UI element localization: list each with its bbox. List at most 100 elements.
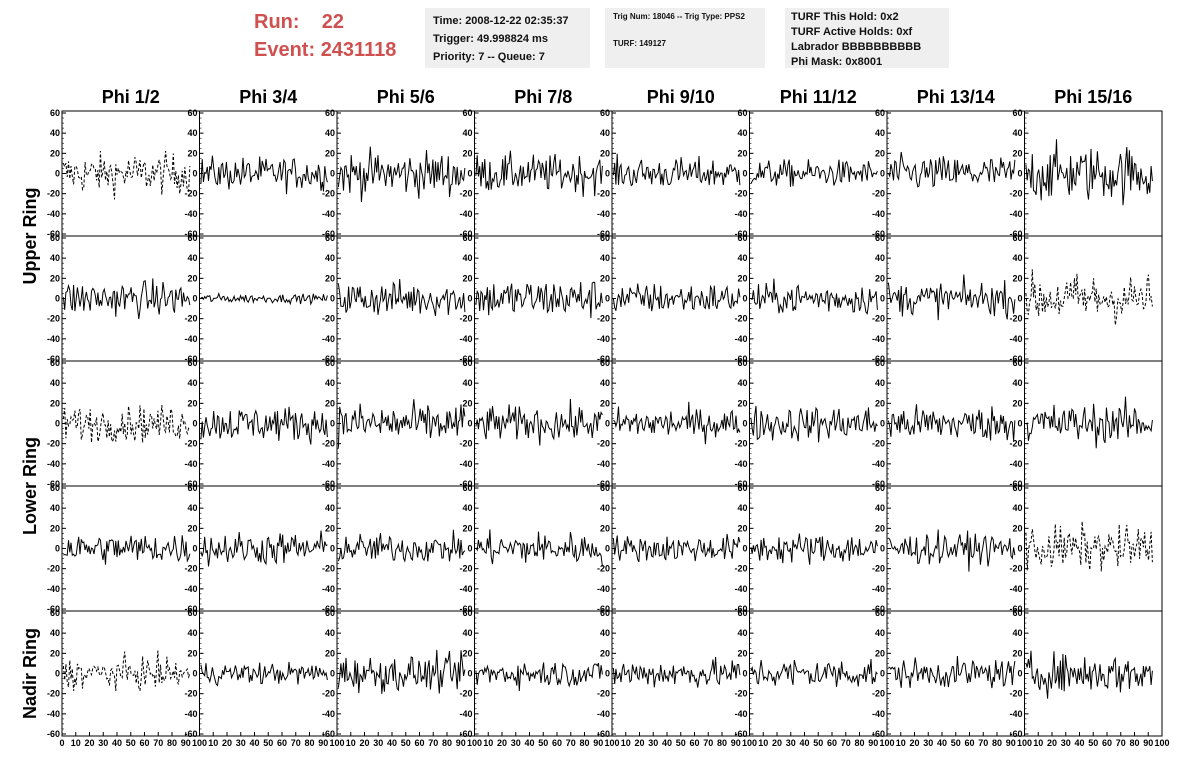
y-tick-label: 20	[187, 273, 197, 283]
y-tick-label: 60	[325, 233, 335, 243]
y-tick-label: -60	[459, 354, 472, 364]
y-tick-label: 40	[50, 253, 60, 263]
y-tick-label: 0	[1017, 669, 1022, 679]
x-tick-label: 80	[1129, 738, 1139, 748]
column-title: Phi 9/10	[647, 87, 715, 107]
y-tick-label: 60	[600, 233, 610, 243]
y-tick-label: -20	[734, 189, 747, 199]
y-tick-label: 60	[187, 233, 197, 243]
y-tick-label: 40	[50, 628, 60, 638]
y-tick-label: -60	[322, 479, 335, 489]
y-tick-label: 20	[875, 148, 885, 158]
y-tick-label: -20	[322, 564, 335, 574]
y-tick-label: 40	[462, 253, 472, 263]
y-tick-label: -20	[322, 189, 335, 199]
x-tick-label: 60	[1102, 738, 1112, 748]
y-tick-label: 0	[880, 419, 885, 429]
y-tick-label: 20	[737, 398, 747, 408]
y-tick-label: -20	[184, 689, 197, 699]
y-tick-label: 40	[737, 378, 747, 388]
y-tick-label: 20	[875, 398, 885, 408]
y-tick-label: 20	[462, 523, 472, 533]
y-tick-label: -60	[597, 729, 610, 739]
x-tick-label: 20	[497, 738, 507, 748]
y-tick-label: -20	[47, 314, 60, 324]
y-tick-label: 20	[462, 648, 472, 658]
x-tick-label: 20	[84, 738, 94, 748]
y-tick-label: 0	[192, 544, 197, 554]
y-tick-label: 40	[325, 128, 335, 138]
x-tick-label: 50	[401, 738, 411, 748]
y-tick-label: -20	[184, 439, 197, 449]
y-tick-label: -20	[1009, 189, 1022, 199]
y-tick-label: 0	[742, 669, 747, 679]
y-tick-label: -40	[459, 209, 472, 219]
y-tick-label: 60	[462, 608, 472, 618]
x-tick-label: 60	[277, 738, 287, 748]
x-tick-label: 80	[717, 738, 727, 748]
y-tick-label: -40	[1009, 584, 1022, 594]
panel-frame	[336, 235, 475, 362]
x-tick-label: 70	[428, 738, 438, 748]
y-tick-label: 20	[737, 273, 747, 283]
x-tick-label: 80	[992, 738, 1002, 748]
x-tick-label: 10	[208, 738, 218, 748]
y-tick-label: -60	[872, 604, 885, 614]
y-tick-label: 0	[467, 419, 472, 429]
y-tick-label: 0	[192, 169, 197, 179]
y-tick-label: 60	[875, 108, 885, 118]
y-tick-label: -60	[47, 229, 60, 239]
y-tick-label: 40	[600, 128, 610, 138]
y-tick-label: 40	[1012, 378, 1022, 388]
y-tick-label: 60	[50, 608, 60, 618]
y-tick-label: -60	[47, 479, 60, 489]
waveform-line	[337, 146, 466, 202]
y-tick-label: 20	[1012, 148, 1022, 158]
y-tick-label: -20	[872, 439, 885, 449]
y-tick-label: 20	[600, 148, 610, 158]
y-tick-label: 20	[187, 523, 197, 533]
panel-frame	[886, 610, 1025, 737]
y-tick-label: 0	[1017, 169, 1022, 179]
y-tick-label: 0	[467, 544, 472, 554]
x-tick-label: 40	[387, 738, 397, 748]
y-tick-label: 0	[330, 669, 335, 679]
y-tick-label: 40	[737, 128, 747, 138]
waveform-line	[62, 278, 191, 319]
y-tick-label: 20	[875, 273, 885, 283]
y-tick-label: -20	[459, 189, 472, 199]
y-tick-label: -20	[459, 564, 472, 574]
y-tick-label: 40	[1012, 628, 1022, 638]
y-tick-label: -40	[597, 334, 610, 344]
y-tick-label: -40	[184, 334, 197, 344]
y-tick-label: 60	[50, 483, 60, 493]
y-tick-label: 60	[187, 608, 197, 618]
y-tick-label: 20	[325, 398, 335, 408]
y-tick-label: 40	[600, 253, 610, 263]
y-tick-label: 60	[462, 358, 472, 368]
y-tick-label: 20	[462, 273, 472, 283]
y-tick-label: 40	[600, 628, 610, 638]
y-tick-label: -40	[184, 459, 197, 469]
waveform-line	[337, 529, 466, 563]
y-tick-label: -60	[184, 354, 197, 364]
x-tick-label: 50	[263, 738, 273, 748]
y-tick-label: 20	[325, 523, 335, 533]
waveform-line	[200, 530, 328, 567]
turf-hold-text: TURF This Hold: 0x2	[791, 11, 899, 23]
y-tick-label: -20	[459, 314, 472, 324]
y-tick-label: 20	[1012, 273, 1022, 283]
y-tick-label: -20	[1009, 564, 1022, 574]
waveform-line	[613, 401, 741, 445]
y-tick-label: 40	[50, 128, 60, 138]
y-tick-label: -40	[872, 459, 885, 469]
y-tick-label: 60	[737, 108, 747, 118]
y-tick-label: 0	[880, 294, 885, 304]
y-tick-label: -60	[872, 229, 885, 239]
y-tick-label: -60	[1009, 354, 1022, 364]
y-tick-label: -20	[872, 689, 885, 699]
waveform-line	[475, 150, 603, 197]
y-tick-label: 60	[325, 608, 335, 618]
panel-frame	[611, 610, 750, 737]
x-tick-label: 30	[373, 738, 383, 748]
